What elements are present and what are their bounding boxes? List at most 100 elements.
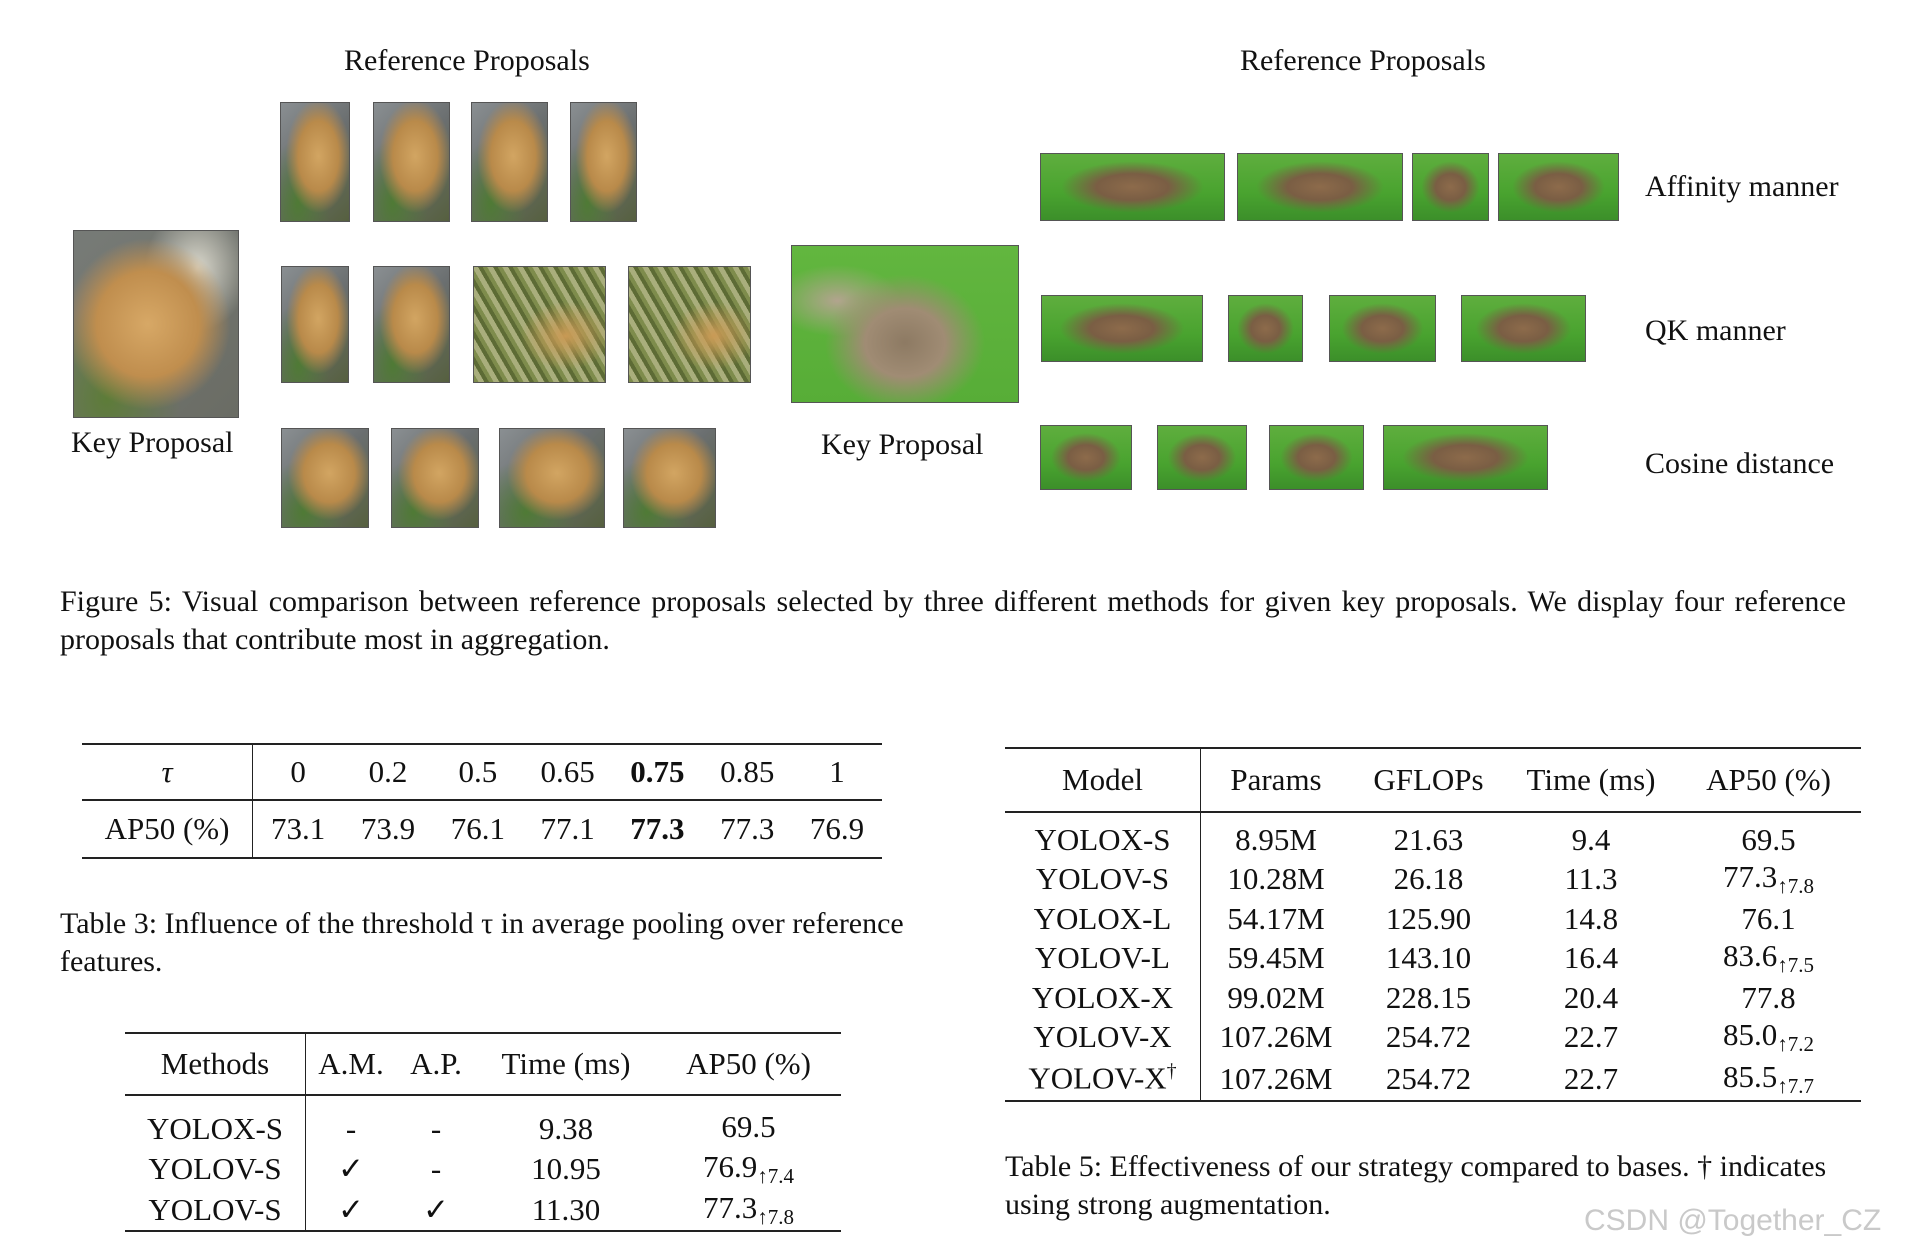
table4-time: 9.38 <box>538 1111 594 1146</box>
right-ref-qk-2 <box>1228 295 1303 362</box>
table4-ap: - <box>430 1151 442 1186</box>
table5-gflops: 125.90 <box>1385 900 1472 936</box>
table5-header-params: Params <box>1230 762 1322 797</box>
table3-tau: 0.5 <box>458 754 498 789</box>
table3-tau-header: τ <box>82 744 253 800</box>
right-ref-affinity-2 <box>1237 153 1403 221</box>
table4-ap50: 69.5 <box>721 1109 776 1144</box>
left-reference-title: Reference Proposals <box>344 44 590 77</box>
left-ref-r2-1 <box>281 266 349 383</box>
left-ref-r2-3 <box>473 266 606 383</box>
table5-time: 22.7 <box>1563 1019 1619 1054</box>
right-ref-cosine-1 <box>1040 425 1132 490</box>
table-row: YOLOX-X 99.02M 228.15 20.4 77.8 <box>1005 978 1861 1017</box>
table4-ap50-cell: 77.3↑7.8 <box>656 1189 841 1231</box>
table3-tau: 0.2 <box>368 754 408 789</box>
table5-params: 8.95M <box>1235 821 1317 857</box>
table3-ap50-best: 77.3 <box>630 811 685 846</box>
table5-ap50: 85.0 <box>1723 1017 1778 1052</box>
table5-gflops: 228.15 <box>1385 979 1472 1015</box>
table4-ap: ✓ <box>423 1191 449 1227</box>
table-row: YOLOV-X 107.26M 254.72 22.7 85.0↑7.2 <box>1005 1017 1861 1057</box>
table5-params: 59.45M <box>1227 940 1325 975</box>
table5-model: YOLOV-X <box>1028 1060 1167 1096</box>
table4-gain: ↑7.8 <box>757 1204 794 1229</box>
table-row: YOLOV-X† 107.26M 254.72 22.7 85.5↑7.7 <box>1005 1057 1861 1101</box>
left-ref-r3-1 <box>281 428 369 528</box>
right-ref-cosine-4 <box>1383 425 1548 490</box>
table5-ap50-cell: 85.0↑7.2 <box>1676 1017 1861 1057</box>
table3: τ 0 0.2 0.5 0.65 0.75 0.85 1 AP50 (%) 73… <box>82 743 882 859</box>
left-ref-r1-3 <box>471 102 548 222</box>
table5-ap50: 69.5 <box>1741 821 1796 857</box>
table3-tau: 0.85 <box>720 754 775 789</box>
right-ref-qk-4 <box>1461 295 1586 362</box>
table3-tau: 0 <box>290 754 306 789</box>
table5-caption: Table 5: Effectiveness of our strategy c… <box>1005 1150 1827 1221</box>
table5-time: 20.4 <box>1563 979 1619 1015</box>
table3-caption: Table 3: Influence of the threshold τ in… <box>60 907 904 978</box>
table5-dagger: † <box>1166 1060 1177 1083</box>
left-ref-r3-4 <box>623 428 716 528</box>
table5-header-gflops: GFLOPs <box>1373 762 1484 797</box>
table4-time: 10.95 <box>531 1151 601 1186</box>
table-row: YOLOX-L 54.17M 125.90 14.8 76.1 <box>1005 899 1861 938</box>
table3-ap50: 76.1 <box>450 811 505 846</box>
figure-caption: Figure 5: Visual comparison between refe… <box>60 585 1846 656</box>
table4-ap: - <box>430 1111 442 1146</box>
table5-time: 14.8 <box>1563 900 1619 936</box>
table5-gflops: 143.10 <box>1385 940 1472 975</box>
table5-params: 54.17M <box>1227 900 1325 936</box>
table4-method: YOLOX-S <box>125 1109 306 1149</box>
table5-params: 107.26M <box>1219 1060 1333 1096</box>
table5-model: YOLOV-X <box>1033 1019 1172 1054</box>
right-ref-qk-3 <box>1329 295 1436 362</box>
right-reference-title: Reference Proposals <box>1240 44 1486 77</box>
table5-ap50-cell: 85.5↑7.7 <box>1676 1057 1861 1101</box>
table5-ap50-cell: 76.1 <box>1676 899 1861 938</box>
table5-model: YOLOX-X <box>1031 979 1174 1015</box>
table4-ap50: 76.9 <box>703 1149 758 1184</box>
table5-gflops: 254.72 <box>1385 1060 1472 1096</box>
row-label-affinity: Affinity manner <box>1645 170 1839 203</box>
table4-am: - <box>345 1111 357 1146</box>
table5-ap50-cell: 77.3↑7.8 <box>1676 859 1861 899</box>
left-ref-r2-4 <box>628 266 751 383</box>
table4-am: ✓ <box>338 1191 364 1227</box>
table5-time: 11.3 <box>1564 861 1618 896</box>
table4-header-methods: Methods <box>125 1033 306 1095</box>
table5-params: 99.02M <box>1227 979 1325 1015</box>
table3-ap50-label: AP50 (%) <box>82 800 253 858</box>
table4-time: 11.30 <box>531 1191 601 1227</box>
table5-model-cell: YOLOX-X <box>1005 978 1201 1017</box>
table5-ap50: 83.6 <box>1723 938 1778 973</box>
left-key-proposal-image <box>73 230 239 418</box>
table3-tau-best: 0.75 <box>630 754 685 789</box>
table4-ap50-cell: 69.5 <box>656 1109 841 1149</box>
table5-gain: ↑7.8 <box>1777 874 1814 898</box>
table5-ap50-cell: 83.6↑7.5 <box>1676 938 1861 978</box>
table-row: YOLOX-S - - 9.38 69.5 <box>125 1109 841 1149</box>
table5-gflops: 21.63 <box>1393 821 1464 857</box>
table4-header-time: Time (ms) <box>501 1046 631 1081</box>
table3-ap50: 77.3 <box>720 811 775 846</box>
table5-model-cell: YOLOV-X <box>1005 1017 1201 1057</box>
right-key-proposal-label: Key Proposal <box>821 428 984 461</box>
table5-time: 9.4 <box>1571 821 1611 857</box>
table5-model-cell: YOLOV-L <box>1005 938 1201 978</box>
table5: Model Params GFLOPs Time (ms) AP50 (%) Y… <box>1005 747 1861 1102</box>
table5-model-cell: YOLOV-S <box>1005 859 1201 899</box>
table-row: YOLOX-S 8.95M 21.63 9.4 69.5 <box>1005 820 1861 859</box>
left-ref-r1-1 <box>280 102 350 222</box>
table5-ap50: 85.5 <box>1723 1058 1778 1094</box>
table5-model-cell: YOLOX-L <box>1005 899 1201 938</box>
table5-model: YOLOX-L <box>1033 900 1172 936</box>
table5-ap50: 77.3 <box>1723 859 1778 894</box>
table5-ap50: 77.8 <box>1741 979 1796 1015</box>
table3-tau: 1 <box>829 754 845 789</box>
table5-header-time: Time (ms) <box>1526 762 1656 797</box>
table3-ap50: 76.9 <box>809 811 865 846</box>
table5-gain: ↑7.5 <box>1777 953 1814 977</box>
row-label-cosine: Cosine distance <box>1645 447 1835 480</box>
table4-ap50: 77.3 <box>703 1189 758 1225</box>
